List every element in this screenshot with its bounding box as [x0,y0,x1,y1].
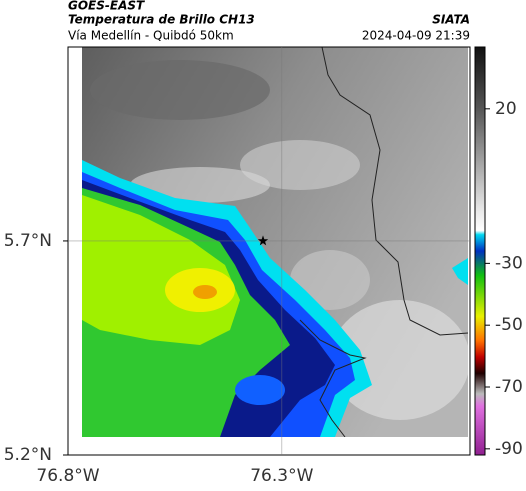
y-tick-label: 5.7°N [4,231,52,251]
map-frame [67,46,471,456]
colorbar [474,46,486,456]
colorbar-tick-label: -90 [495,439,523,459]
x-tick-label: 76.8°W [36,466,99,486]
colorbar-tick-label: -50 [495,315,523,335]
y-tick-label: 5.2°N [4,445,52,465]
colorbar-tick-label: -70 [495,377,523,397]
x-tick-label: 76.3°W [250,466,313,486]
subtitle: Vía Medellín - Quibdó 50km [68,29,234,43]
colorbar-tick-label: 20 [495,99,517,119]
source: GOES-EAST [68,0,145,13]
datetime: 2024-04-09 21:39 [362,29,470,43]
title: Temperatura de Brillo CH13 [68,13,255,27]
colorbar-tick-label: -30 [495,253,523,273]
satellite-image [82,47,468,437]
location-marker [257,235,269,246]
agency: SIATA [432,13,470,27]
